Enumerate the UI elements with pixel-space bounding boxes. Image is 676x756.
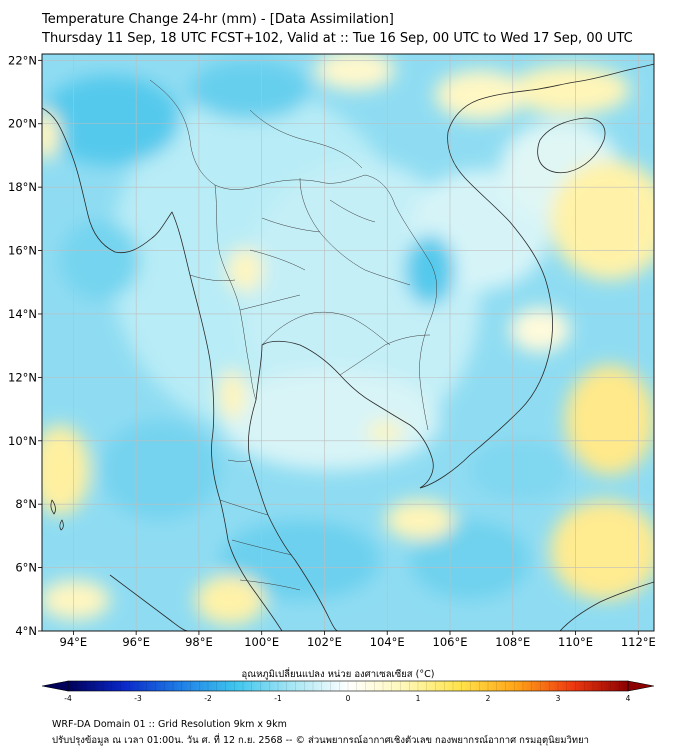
footer-update-info: ปรับปรุงข้อมูล ณ เวลา 01:00น. วัน ศ. ที่…	[52, 735, 589, 746]
lon-tick-label: 112°E	[621, 635, 656, 649]
lon-tick-label: 108°E	[495, 635, 530, 649]
myanmar-coast	[42, 107, 229, 541]
lon-tick-label: 96°E	[122, 635, 150, 649]
andaman-islands	[50, 499, 64, 531]
hainan-island	[537, 117, 606, 174]
lat-tick-label: 14°N	[8, 307, 37, 321]
lon-tick-label: 98°E	[185, 635, 213, 649]
peninsula-west-coast	[227, 539, 283, 631]
borders	[149, 79, 437, 591]
peninsula-east-coast	[248, 399, 339, 631]
lat-tick-label: 6°N	[15, 561, 37, 575]
lat-tick-label: 16°N	[8, 244, 37, 258]
colorbar-max-arrow	[627, 680, 655, 692]
lat-tick-label: 20°N	[8, 117, 37, 131]
map-subtitle: Thursday 11 Sep, 18 UTC FCST+102, Valid …	[42, 31, 633, 46]
sumatra-coast	[109, 574, 189, 631]
colorbar-tick-label: -2	[204, 694, 212, 703]
footer-model-info: WRF-DA Domain 01 :: Grid Resolution 9km …	[52, 719, 287, 730]
colorbar-tick-label: -4	[64, 694, 72, 703]
colorbar-tick-label: 2	[486, 694, 491, 703]
lat-tick-label: 22°N	[8, 53, 37, 67]
plot-frame	[41, 53, 655, 632]
lat-tick-label: 4°N	[15, 624, 37, 638]
coastlines	[42, 63, 654, 631]
temperature-change-map: 4°N 6°N 8°N 10°N 12°N 14°N 16°N 18°N 20°N 22°N 94…	[8, 53, 656, 703]
lon-tick-label: 102°E	[307, 635, 342, 649]
vietnam-coast	[419, 81, 576, 489]
colorbar-tick-label: 1	[416, 694, 421, 703]
colorbar-label: อุณหภูมิเปลี่ยนแปลง หน่วย องศาเซลเซียส (…	[241, 669, 435, 680]
colorbar-min-arrow	[41, 680, 69, 692]
lon-tick-label: 104°E	[370, 635, 405, 649]
colorbar-tick-label: 3	[556, 694, 561, 703]
colorbar-tick-label: 4	[626, 694, 631, 703]
borneo-coast	[559, 581, 654, 631]
colorbar-gradient	[68, 681, 628, 691]
lat-tick-label: 12°N	[8, 370, 37, 384]
lat-tick-label: 10°N	[8, 434, 37, 448]
lon-tick-label: 110°E	[558, 635, 593, 649]
colorbar: -4 -3 -2 -1 0 1 2 3 4	[41, 680, 655, 703]
colorbar-tick-label: -1	[274, 694, 282, 703]
lat-tick-label: 18°N	[8, 180, 37, 194]
lat-tick-label: 8°N	[15, 497, 37, 511]
gulf-of-thailand-coast	[255, 340, 434, 489]
temperature-field	[42, 54, 654, 631]
colorbar-tick-label: -3	[134, 694, 142, 703]
lon-tick-label: 106°E	[433, 635, 468, 649]
longitude-axis: 94°E 96°E 98°E 100°E 102°E 104°E 106°E 108°E 110…	[60, 631, 656, 649]
colorbar-tick-label: 0	[346, 694, 351, 703]
colorbar-outline	[67, 680, 629, 692]
colorbar-bar	[41, 680, 655, 692]
lon-tick-label: 94°E	[60, 635, 88, 649]
map-title: Temperature Change 24-hr (mm) - [Data As…	[42, 12, 394, 27]
latitude-axis: 4°N 6°N 8°N 10°N 12°N 14°N 16°N 18°N 20°N 22°N	[8, 53, 42, 638]
lon-tick-label: 100°E	[244, 635, 279, 649]
china-coast	[574, 63, 654, 83]
